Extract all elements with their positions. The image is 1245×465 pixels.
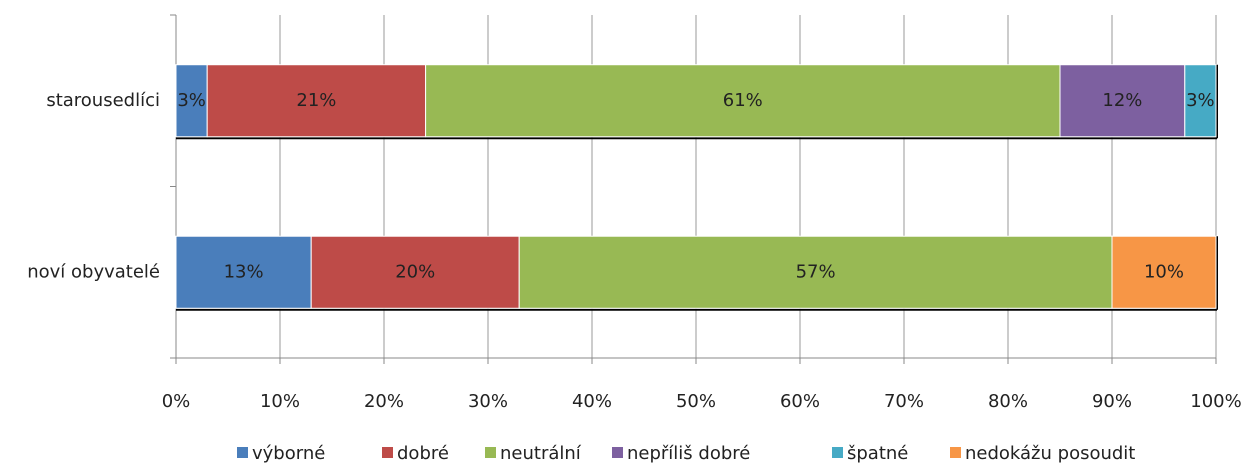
legend-swatch bbox=[832, 447, 843, 458]
bar-segment bbox=[1184, 64, 1217, 138]
bar-segment bbox=[310, 235, 520, 309]
data-label: 3% bbox=[177, 90, 206, 111]
bar-segment bbox=[1111, 235, 1217, 309]
legend-swatch bbox=[382, 447, 393, 458]
x-tick-label: 30% bbox=[468, 391, 508, 412]
bar-segment bbox=[425, 64, 1061, 138]
legend-label: nepříliš dobré bbox=[627, 443, 750, 464]
bar-segment bbox=[206, 64, 427, 138]
legend-swatch bbox=[485, 447, 496, 458]
data-label: 3% bbox=[1186, 90, 1215, 111]
category-label: noví obyvatelé bbox=[27, 261, 160, 282]
x-tick-label: 80% bbox=[988, 391, 1028, 412]
x-tick-label: 100% bbox=[1190, 391, 1241, 412]
x-tick-label: 20% bbox=[364, 391, 404, 412]
bar-segment bbox=[1059, 64, 1186, 138]
legend-label: špatné bbox=[847, 443, 908, 464]
data-label: 21% bbox=[296, 90, 336, 111]
legend-swatch bbox=[950, 447, 961, 458]
x-tick-label: 90% bbox=[1092, 391, 1132, 412]
legend-swatch bbox=[237, 447, 248, 458]
x-tick-label: 70% bbox=[884, 391, 924, 412]
data-label: 10% bbox=[1144, 261, 1184, 282]
x-tick-label: 0% bbox=[162, 391, 191, 412]
x-tick-label: 50% bbox=[676, 391, 716, 412]
data-label: 12% bbox=[1102, 90, 1142, 111]
x-tick-label: 40% bbox=[572, 391, 612, 412]
x-tick-label: 60% bbox=[780, 391, 820, 412]
data-label: 20% bbox=[395, 261, 435, 282]
legend-label: neutrální bbox=[500, 443, 582, 464]
category-label: starousedlíci bbox=[46, 90, 160, 111]
data-label: 61% bbox=[723, 90, 763, 111]
x-tick-label: 10% bbox=[260, 391, 300, 412]
legend-swatch bbox=[612, 447, 623, 458]
data-label: 57% bbox=[796, 261, 836, 282]
bar-segment bbox=[518, 235, 1113, 309]
legend-label: výborné bbox=[252, 443, 325, 464]
data-label: 13% bbox=[224, 261, 264, 282]
legend-label: nedokážu posoudit bbox=[965, 443, 1135, 464]
legend-label: dobré bbox=[397, 443, 449, 464]
